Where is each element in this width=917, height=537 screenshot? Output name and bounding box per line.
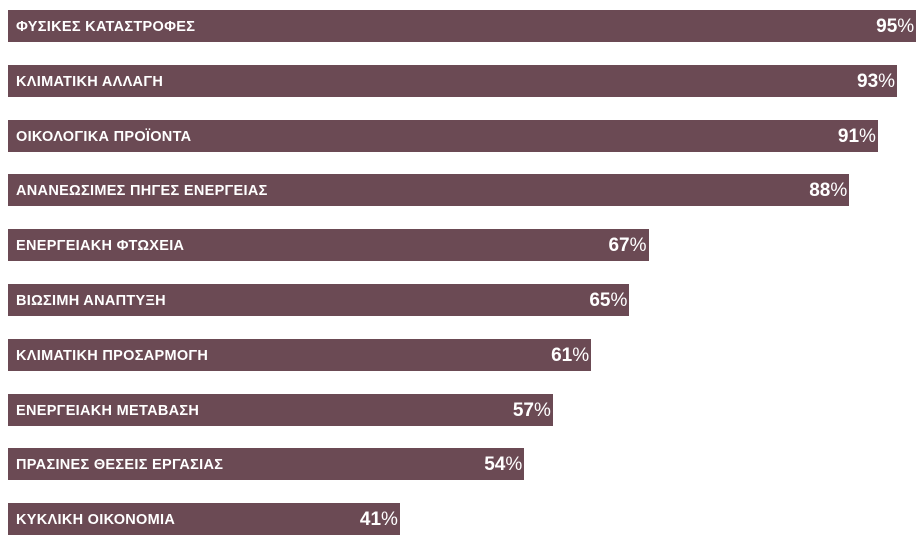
bar: ΚΥΚΛΙΚΗ ΟΙΚΟΝΟΜΙΑ 41%	[8, 503, 400, 536]
bar-value-unit: %	[572, 344, 590, 366]
bar-value-number: 41	[359, 509, 382, 531]
bar-value-number: 57	[512, 399, 534, 421]
bar-value-unit: %	[897, 16, 915, 37]
bar-label: ΒΙΩΣΙΜΗ ΑΝΑΠΤΥΞΗ	[16, 293, 166, 309]
bar-label: ΕΝΕΡΓΕΙΑΚΗ ΜΕΤΑΒΑΣΗ	[16, 402, 200, 419]
bar-label: ΚΥΚΛΙΚΗ ΟΙΚΟΝΟΜΙΑ	[16, 512, 176, 529]
bar: ΟΙΚΟΛΟΓΙΚΑ ΠΡΟΪΟΝΤΑ 91%	[8, 119, 878, 152]
bar-value-label: 95%	[876, 10, 914, 42]
bar-value-number: 93	[857, 70, 879, 92]
bar-value-unit: %	[610, 290, 628, 311]
bar: ΠΡΑΣΙΝΕΣ ΘΕΣΕΙΣ ΕΡΓΑΣΙΑΣ 54%	[8, 448, 525, 481]
bar-value-label: 54%	[484, 448, 522, 480]
bar-label: ΟΙΚΟΛΟΓΙΚΑ ΠΡΟΪΟΝΤΑ	[16, 128, 192, 145]
bar-value-label: 88%	[809, 174, 847, 206]
bar-value-number: 95	[876, 16, 898, 37]
bar-value-number: 65	[589, 290, 611, 311]
bar: ΑΝΑΝΕΩΣΙΜΕΣ ΠΗΓΕΣ ΕΝΕΡΓΕΙΑΣ 88%	[8, 174, 850, 207]
bar-value-label: 91%	[838, 120, 876, 152]
bar-value-label: 67%	[608, 229, 646, 261]
bar-value-unit: %	[878, 70, 896, 92]
bar-label: ΚΛΙΜΑΤΙΚΗ ΑΛΛΑΓΗ	[16, 73, 164, 90]
bar-value-label: 61%	[551, 339, 589, 371]
bar: ΕΝΕΡΓΕΙΑΚΗ ΦΤΩΧΕΙΑ 67%	[8, 229, 649, 262]
bar: ΦΥΣΙΚΕΣ ΚΑΤΑΣΤΡΟΦΕΣ 95%	[8, 10, 917, 42]
bar-label: ΑΝΑΝΕΩΣΙΜΕΣ ΠΗΓΕΣ ΕΝΕΡΓΕΙΑΣ	[16, 183, 268, 200]
bar: ΚΛΙΜΑΤΙΚΗ ΠΡΟΣΑΡΜΟΓΗ 61%	[8, 338, 592, 371]
bar-value-unit: %	[505, 454, 523, 476]
bar-value-unit: %	[534, 399, 551, 421]
bar-label: ΚΛΙΜΑΤΙΚΗ ΠΡΟΣΑΡΜΟΓΗ	[16, 347, 209, 364]
bar-value-number: 61	[551, 344, 573, 366]
bar-label: ΠΡΑΣΙΝΕΣ ΘΕΣΕΙΣ ΕΡΓΑΣΙΑΣ	[16, 457, 224, 474]
bar-value-unit: %	[629, 235, 647, 257]
bar-label: ΦΥΣΙΚΕΣ ΚΑΤΑΣΤΡΟΦΕΣ	[16, 19, 196, 35]
bar-value-number: 54	[484, 454, 506, 476]
bar-value-unit: %	[381, 509, 398, 531]
bar-value-label: 93%	[857, 65, 895, 97]
bar-value-label: 57%	[513, 394, 551, 426]
bar-value-label: 41%	[360, 503, 398, 535]
bar: ΚΛΙΜΑΤΙΚΗ ΑΛΛΑΓΗ 93%	[8, 64, 898, 97]
bar-value-number: 88	[809, 180, 831, 202]
bar-value-unit: %	[859, 125, 876, 147]
bar-label: ΕΝΕΡΓΕΙΑΚΗ ΦΤΩΧΕΙΑ	[16, 238, 185, 255]
bar: ΒΙΩΣΙΜΗ ΑΝΑΠΤΥΞΗ 65%	[8, 284, 630, 316]
bar: ΕΝΕΡΓΕΙΑΚΗ ΜΕΤΑΒΑΣΗ 57%	[8, 393, 553, 426]
bar-value-number: 91	[837, 125, 860, 147]
bar-value-unit: %	[830, 180, 848, 202]
bar-value-number: 67	[608, 235, 630, 257]
bar-value-label: 65%	[589, 284, 627, 316]
